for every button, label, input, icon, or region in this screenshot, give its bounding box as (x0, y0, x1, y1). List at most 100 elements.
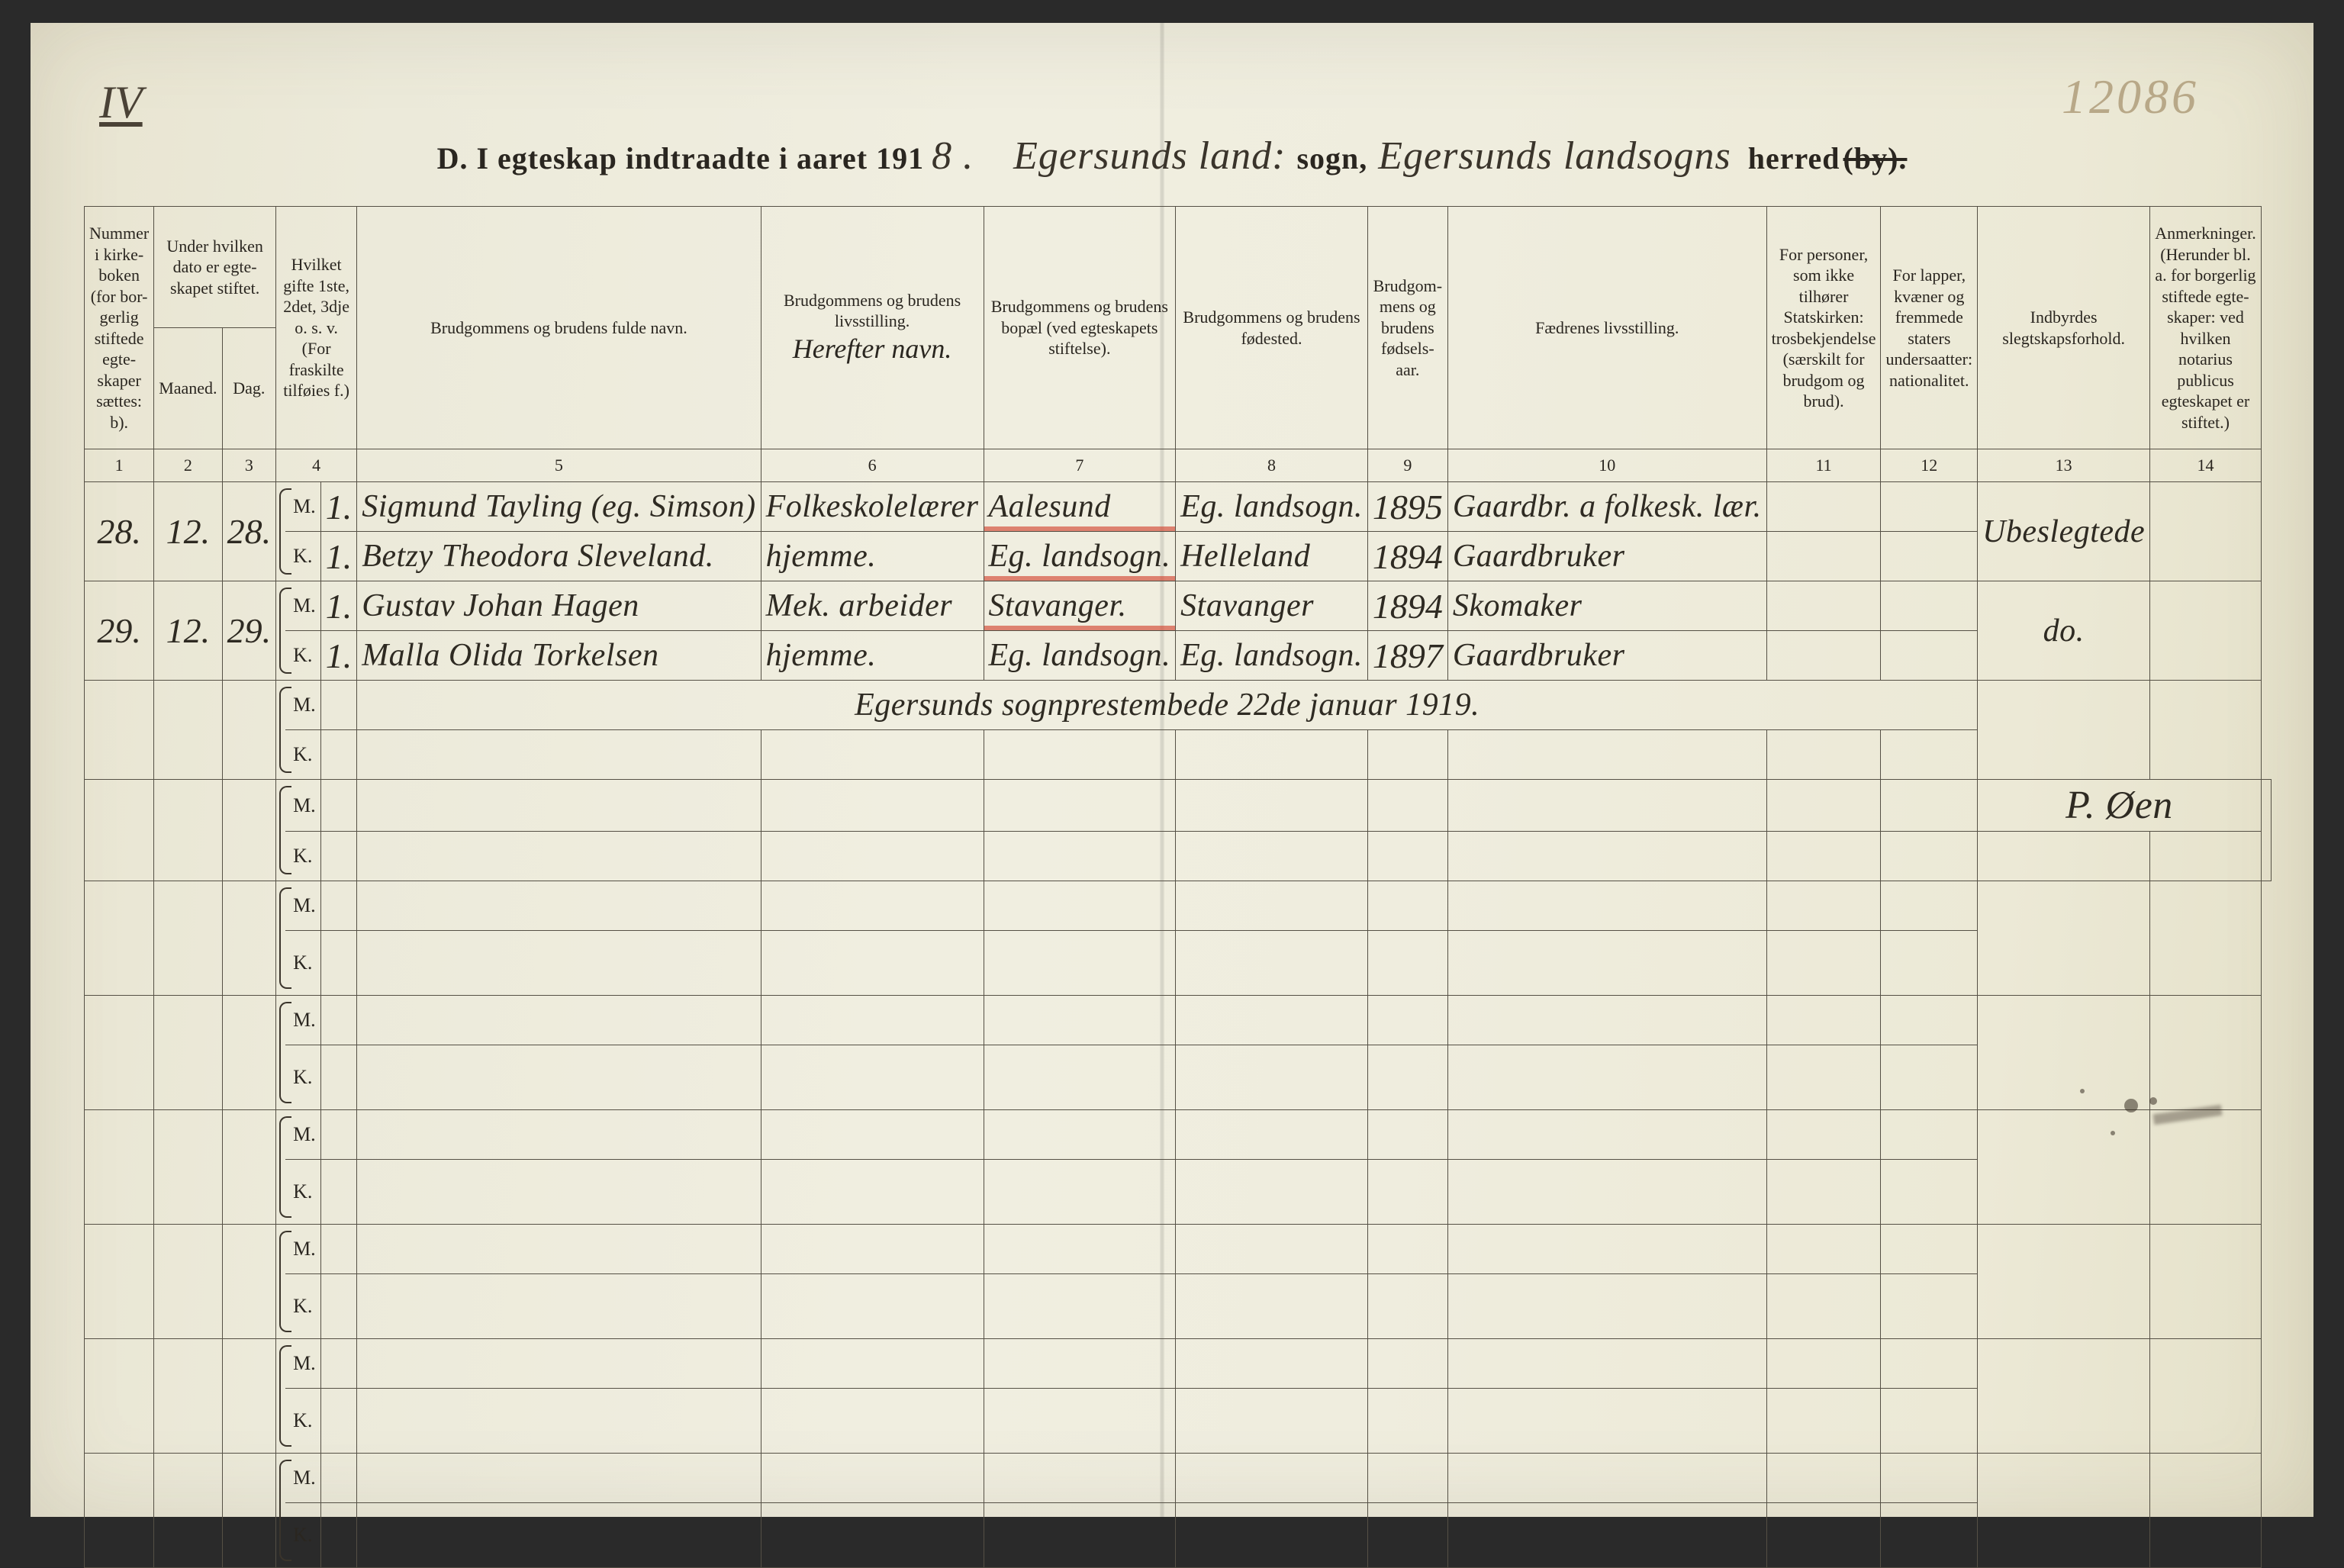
cell-empty (357, 780, 761, 832)
entry-month (154, 681, 222, 780)
entry-number (85, 1110, 154, 1225)
bride-name: Malla Olida Torkelsen (357, 631, 761, 681)
cell-empty (984, 1225, 1176, 1274)
title-herred-handwritten: Egersunds landsogns (1370, 134, 1738, 178)
cell-empty (1766, 1110, 1881, 1160)
cell-empty (1447, 1160, 1766, 1225)
cell-empty (1367, 931, 1447, 996)
cell-empty (761, 1389, 984, 1454)
bride-father: Gaardbruker (1447, 532, 1766, 581)
entry-day (222, 1110, 276, 1225)
title-sogn-handwritten: Egersunds land: (1006, 134, 1293, 178)
cell-empty (1367, 832, 1447, 881)
header-col9: Brudgom-mens og brudens fødsels-aar. (1367, 207, 1447, 449)
cell-empty (1881, 1503, 1978, 1568)
table-row: K. (85, 931, 2272, 996)
cell-empty (1766, 581, 1881, 631)
cell-nat (1881, 631, 1978, 681)
table-row: K.1.Malla Olida Torkelsenhjemme.Eg. land… (85, 631, 2272, 681)
cell-empty (1176, 1160, 1368, 1225)
certification-line: Egersunds sognprestembede 22de januar 19… (357, 681, 1978, 730)
entry-number (85, 996, 154, 1110)
cell-empty (761, 996, 984, 1045)
title-sogn-print: sogn, (1296, 141, 1367, 175)
cell-empty (1766, 1274, 1881, 1339)
cell-empty (761, 881, 984, 931)
coln-13: 13 (1978, 449, 2150, 482)
cell-empty (1176, 931, 1368, 996)
gifte-k (320, 1274, 357, 1339)
signature: P. Øen (1978, 780, 2262, 832)
bride-res: Eg. landsogn. (984, 532, 1176, 581)
column-number-row: 1 2 3 4 5 6 7 8 9 10 11 12 13 14 (85, 449, 2272, 482)
cell-empty (761, 1160, 984, 1225)
cell-empty (1881, 1274, 1978, 1339)
cell-empty (984, 1454, 1176, 1503)
gifte-m (320, 681, 357, 730)
table-row: K. (85, 1503, 2272, 1568)
entry-number (85, 1339, 154, 1454)
cell-empty (984, 1274, 1176, 1339)
header-col11: For personer, som ikke tilhører Statskir… (1766, 207, 1881, 449)
remarks (2150, 482, 2262, 581)
cell-empty (761, 931, 984, 996)
groom-year: 1894 (1367, 581, 1447, 631)
cell-empty (1766, 1454, 1881, 1503)
cell-empty (984, 881, 1176, 931)
header-col6: Brudgommens og brudens livsstilling. Her… (761, 207, 984, 449)
cell-empty (761, 1110, 984, 1160)
entry-day (222, 996, 276, 1110)
gifte-m (320, 780, 357, 832)
cell-empty (761, 1045, 984, 1110)
cell-empty (357, 1110, 761, 1160)
kinship (1978, 681, 2150, 780)
coln-8: 8 (1176, 449, 1368, 482)
cell-empty (1367, 1045, 1447, 1110)
gifte-k (320, 832, 357, 881)
cell-empty (357, 1274, 761, 1339)
cell-empty (357, 1503, 761, 1568)
header-col10: Fædrenes livsstilling. (1447, 207, 1766, 449)
header-col12: For lapper, kvæner og fremmede staters u… (1881, 207, 1978, 449)
cell-empty (1766, 532, 1881, 581)
cell-empty (761, 832, 984, 881)
cell-empty (1881, 1110, 1978, 1160)
cell-empty (1766, 631, 1881, 681)
gifte-k (320, 730, 357, 780)
cell-empty (1447, 996, 1766, 1045)
table-row: M. (85, 881, 2272, 931)
cell-empty (1978, 832, 2150, 881)
remarks (2150, 996, 2262, 1110)
cell-empty (1367, 1225, 1447, 1274)
cell-empty (1176, 1274, 1368, 1339)
entry-month: 12. (154, 581, 222, 681)
cell-empty (1176, 780, 1368, 832)
gifte-k (320, 1503, 357, 1568)
bride-birthplace: Eg. landsogn. (1176, 631, 1368, 681)
cell-empty (1367, 1339, 1447, 1389)
gifte-m: 1. (320, 482, 357, 532)
cell-empty (1447, 832, 1766, 881)
cell-empty (1176, 1045, 1368, 1110)
coln-5: 5 (357, 449, 761, 482)
table-row: M. (85, 1339, 2272, 1389)
table-row: M.P. Øen (85, 780, 2272, 832)
cell-empty (1367, 1274, 1447, 1339)
remarks (2150, 1454, 2262, 1568)
entry-number (85, 780, 154, 881)
cell-empty (761, 1454, 984, 1503)
cell-empty (761, 730, 984, 780)
table-body: 28.12.28.M.1.Sigmund Tayling (eg. Simson… (85, 482, 2272, 1568)
cell-empty (1367, 730, 1447, 780)
cell-empty (1881, 1454, 1978, 1503)
cell-empty (1176, 1389, 1368, 1454)
entry-day (222, 881, 276, 996)
cell-empty (1176, 1503, 1368, 1568)
gifte-m (320, 996, 357, 1045)
cell-empty (1447, 1045, 1766, 1110)
brace-icon (276, 780, 286, 881)
cell-empty (1176, 1454, 1368, 1503)
cell-empty (1766, 996, 1881, 1045)
cell-empty (1447, 1389, 1766, 1454)
kinship (1978, 1454, 2150, 1568)
